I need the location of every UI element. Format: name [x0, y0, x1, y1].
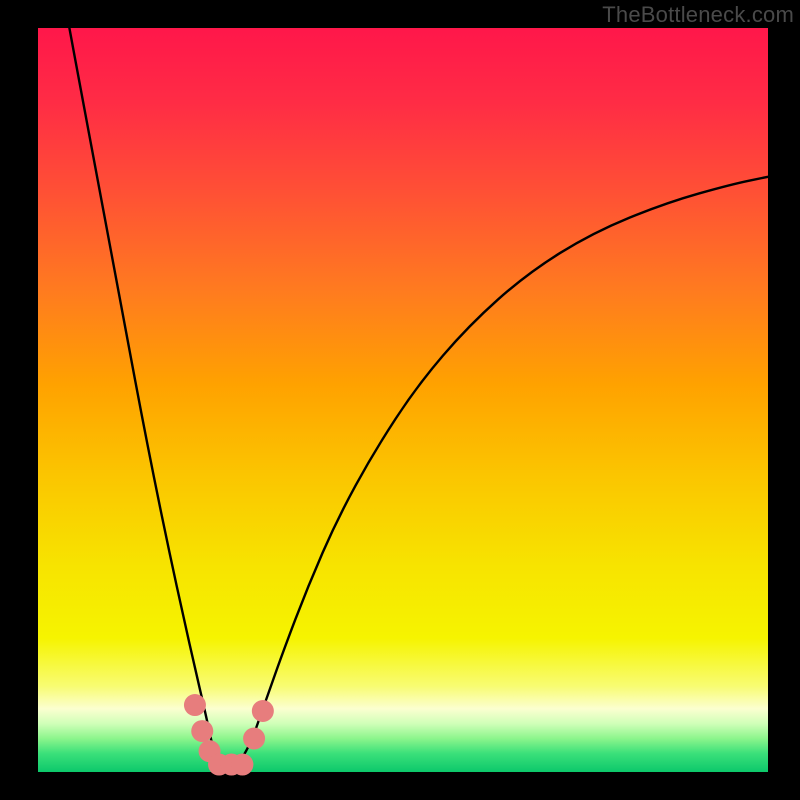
plot-background: [38, 28, 768, 772]
curve-marker: [184, 694, 206, 716]
curve-marker: [252, 700, 274, 722]
bottleneck-chart: [0, 0, 800, 800]
curve-marker: [191, 720, 213, 742]
curve-marker: [243, 728, 265, 750]
watermark-text: TheBottleneck.com: [602, 2, 794, 28]
curve-marker: [231, 754, 253, 776]
